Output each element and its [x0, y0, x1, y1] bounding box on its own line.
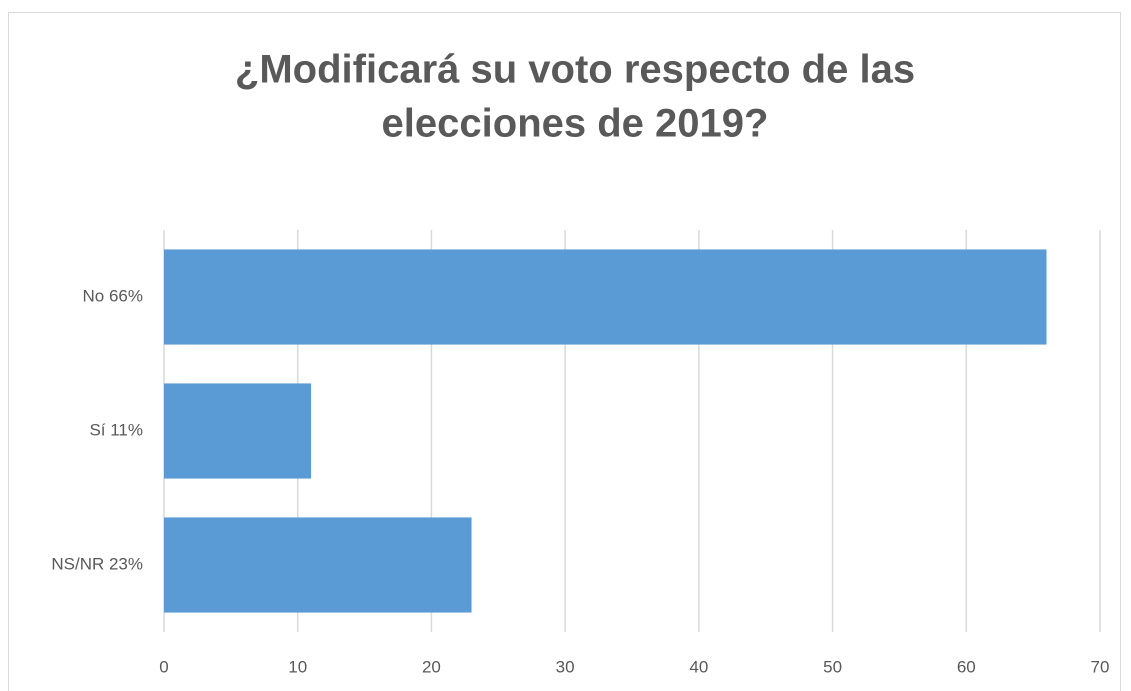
chart-title: elecciones de 2019?: [382, 102, 769, 146]
bar: [164, 517, 472, 613]
bar: [164, 249, 1047, 345]
chart-title: ¿Modificará su voto respecto de las: [235, 48, 915, 92]
x-tick-label: 20: [422, 657, 441, 676]
x-tick-label: 40: [689, 657, 708, 676]
y-tick-label: NS/NR 23%: [51, 554, 143, 573]
x-tick-label: 30: [556, 657, 575, 676]
bar: [164, 383, 312, 479]
y-tick-label: Sí 11%: [89, 420, 143, 439]
x-tick-label: 10: [288, 657, 307, 676]
x-tick-label: 0: [159, 657, 168, 676]
x-tick-label: 60: [957, 657, 976, 676]
y-tick-label: No 66%: [83, 286, 143, 305]
x-tick-label: 70: [1091, 657, 1110, 676]
x-tick-label: 50: [823, 657, 842, 676]
